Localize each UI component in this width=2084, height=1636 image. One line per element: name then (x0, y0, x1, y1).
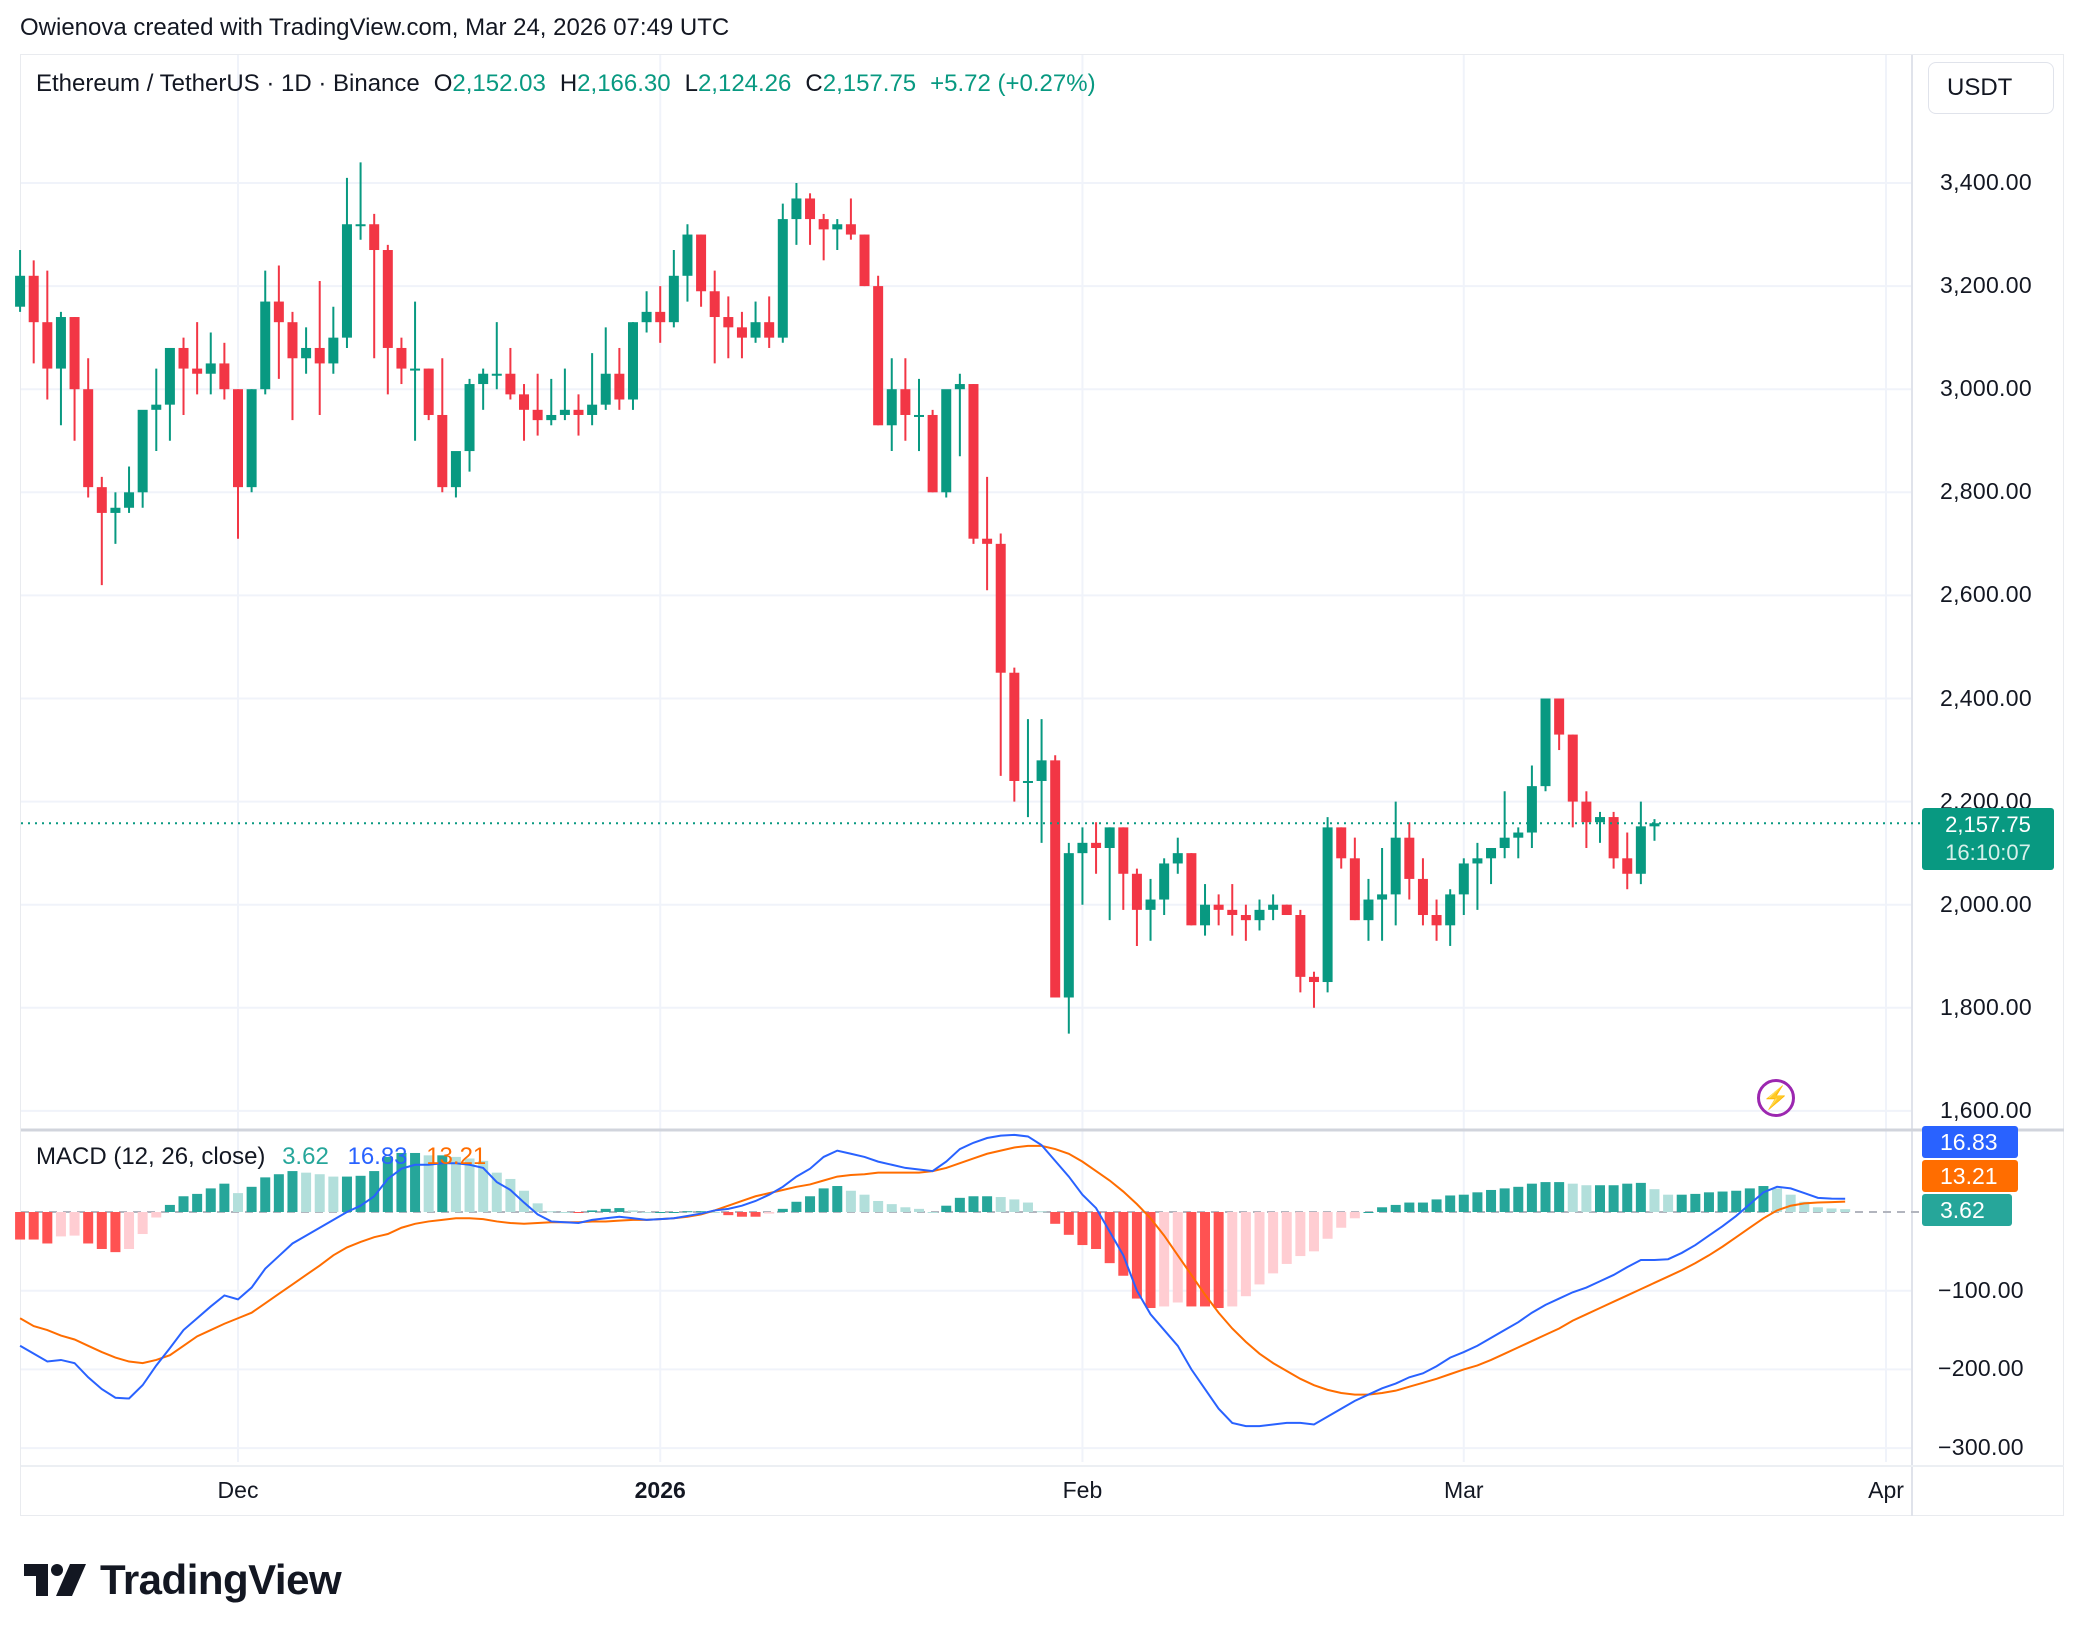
macd-line-tag: 16.83 (1922, 1126, 2018, 1158)
time-tick: Apr (1868, 1477, 1904, 1503)
change-value: +5.72 (+0.27%) (930, 70, 1096, 97)
lightning-bolt-icon[interactable]: ⚡ (1757, 1079, 1795, 1117)
chart-frame (20, 54, 2064, 1516)
time-tick: Feb (1062, 1477, 1103, 1503)
open-label: O (433, 70, 453, 97)
macd-histogram-tag: 3.62 (1922, 1194, 2012, 1226)
high-value: 2,166.30 (577, 70, 671, 97)
price-tick: 3,000.00 (1940, 375, 2032, 402)
price-tick: 1,800.00 (1940, 993, 2032, 1020)
macd-line-value: 16.83 (347, 1143, 408, 1170)
price-tick: 2,400.00 (1940, 684, 2032, 711)
chart-credit: Owienova created with TradingView.com, M… (20, 14, 730, 41)
macd-tick: −200.00 (1938, 1355, 2024, 1382)
price-tick: 2,800.00 (1940, 478, 2032, 505)
price-tick: 2,600.00 (1940, 581, 2032, 608)
time-tick: Dec (217, 1477, 259, 1503)
symbol-legend: Ethereum / TetherUS · 1D · Binance O 2,15… (36, 70, 1096, 98)
price-tick: 3,200.00 (1940, 272, 2032, 299)
price-tick: 3,400.00 (1940, 169, 2032, 195)
symbol-title[interactable]: Ethereum / TetherUS · 1D · Binance (36, 70, 420, 97)
high-label: H (559, 70, 578, 97)
macd-signal-tag: 13.21 (1922, 1160, 2018, 1192)
low-value: 2,124.26 (697, 70, 792, 97)
time-tick: 2026 (634, 1477, 686, 1503)
price-tick: 2,000.00 (1940, 890, 2032, 917)
macd-title[interactable]: MACD (12, 26, close) (36, 1143, 266, 1170)
close-value: 2,157.75 (822, 70, 917, 97)
brand-name: TradingView (100, 1556, 342, 1603)
open-value: 2,152.03 (452, 70, 546, 97)
price-tick: 1,600.00 (1940, 1096, 2032, 1123)
tradingview-logo[interactable]: TradingView (24, 1556, 342, 1604)
close-label: C (805, 70, 823, 97)
bar-countdown: 16:10:07 (1945, 840, 2031, 865)
time-tick: Mar (1443, 1477, 1484, 1503)
macd-tick: −100.00 (1938, 1276, 2024, 1303)
low-label: L (684, 70, 698, 97)
macd-signal-value: 13.21 (426, 1143, 487, 1170)
last-price-value: 2,157.75 (1945, 812, 2031, 837)
currency-button[interactable]: USDT (1928, 62, 2054, 114)
macd-legend: MACD (12, 26, close) 3.62 16.83 13.21 (36, 1143, 486, 1171)
macd-histogram-value: 3.62 (282, 1143, 329, 1170)
last-price-tag: 2,157.75 16:10:07 (1922, 808, 2054, 870)
macd-tick: −300.00 (1938, 1434, 2024, 1461)
tradingview-logo-icon (24, 1564, 86, 1596)
